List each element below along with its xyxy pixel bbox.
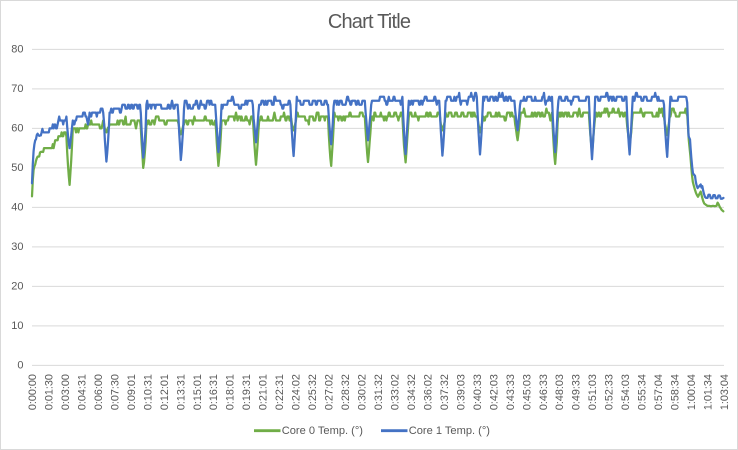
svg-text:0:27:02: 0:27:02	[324, 374, 336, 410]
svg-text:Core 1 Temp. (°): Core 1 Temp. (°)	[409, 425, 490, 437]
svg-text:10: 10	[11, 320, 23, 332]
svg-text:80: 80	[11, 43, 23, 55]
svg-text:0:09:01: 0:09:01	[126, 374, 138, 410]
svg-text:Chart Title: Chart Title	[328, 11, 411, 33]
svg-text:1:00:04: 1:00:04	[686, 374, 698, 410]
svg-text:0:46:33: 0:46:33	[538, 374, 550, 410]
svg-text:0:51:03: 0:51:03	[587, 374, 599, 410]
svg-text:0:45:03: 0:45:03	[521, 374, 533, 410]
svg-text:20: 20	[11, 280, 23, 292]
svg-text:0:48:03: 0:48:03	[554, 374, 566, 410]
svg-text:0: 0	[17, 359, 23, 371]
svg-text:0:58:34: 0:58:34	[670, 374, 682, 410]
svg-text:0:16:31: 0:16:31	[208, 374, 220, 410]
svg-text:0:52:33: 0:52:33	[604, 374, 616, 410]
svg-text:0:54:03: 0:54:03	[620, 374, 632, 410]
svg-text:0:42:03: 0:42:03	[488, 374, 500, 410]
svg-text:0:15:01: 0:15:01	[192, 374, 204, 410]
svg-text:0:57:04: 0:57:04	[653, 374, 665, 410]
svg-text:0:07:30: 0:07:30	[109, 374, 121, 410]
svg-text:0:10:31: 0:10:31	[142, 374, 154, 410]
svg-text:0:25:32: 0:25:32	[307, 374, 319, 410]
svg-text:0:06:00: 0:06:00	[93, 374, 105, 410]
svg-text:0:18:01: 0:18:01	[225, 374, 237, 410]
svg-text:1:01:34: 1:01:34	[703, 374, 715, 410]
svg-text:0:33:02: 0:33:02	[389, 374, 401, 410]
svg-text:0:36:02: 0:36:02	[422, 374, 434, 410]
svg-text:0:37:32: 0:37:32	[439, 374, 451, 410]
svg-text:30: 30	[11, 241, 23, 253]
svg-text:0:03:00: 0:03:00	[60, 374, 72, 410]
svg-text:0:13:31: 0:13:31	[175, 374, 187, 410]
svg-text:50: 50	[11, 162, 23, 174]
svg-text:0:39:03: 0:39:03	[455, 374, 467, 410]
svg-text:60: 60	[11, 122, 23, 134]
svg-text:0:40:33: 0:40:33	[472, 374, 484, 410]
svg-text:0:00:00: 0:00:00	[27, 374, 39, 410]
svg-text:0:19:31: 0:19:31	[241, 374, 253, 410]
svg-text:0:22:31: 0:22:31	[274, 374, 286, 410]
svg-text:0:55:34: 0:55:34	[637, 374, 649, 410]
svg-text:1:03:04: 1:03:04	[719, 374, 731, 410]
svg-text:0:28:32: 0:28:32	[340, 374, 352, 410]
svg-text:0:31:32: 0:31:32	[373, 374, 385, 410]
svg-text:0:43:33: 0:43:33	[505, 374, 517, 410]
svg-text:0:24:02: 0:24:02	[291, 374, 303, 410]
svg-text:Core 0 Temp. (°): Core 0 Temp. (°)	[282, 425, 363, 437]
svg-text:40: 40	[11, 201, 23, 213]
svg-text:0:34:32: 0:34:32	[406, 374, 418, 410]
svg-text:0:01:30: 0:01:30	[43, 374, 55, 410]
svg-text:70: 70	[11, 83, 23, 95]
svg-text:0:49:33: 0:49:33	[571, 374, 583, 410]
svg-text:0:30:02: 0:30:02	[357, 374, 369, 410]
svg-text:0:21:01: 0:21:01	[258, 374, 270, 410]
svg-text:0:12:01: 0:12:01	[159, 374, 171, 410]
svg-text:0:04:31: 0:04:31	[76, 374, 88, 410]
